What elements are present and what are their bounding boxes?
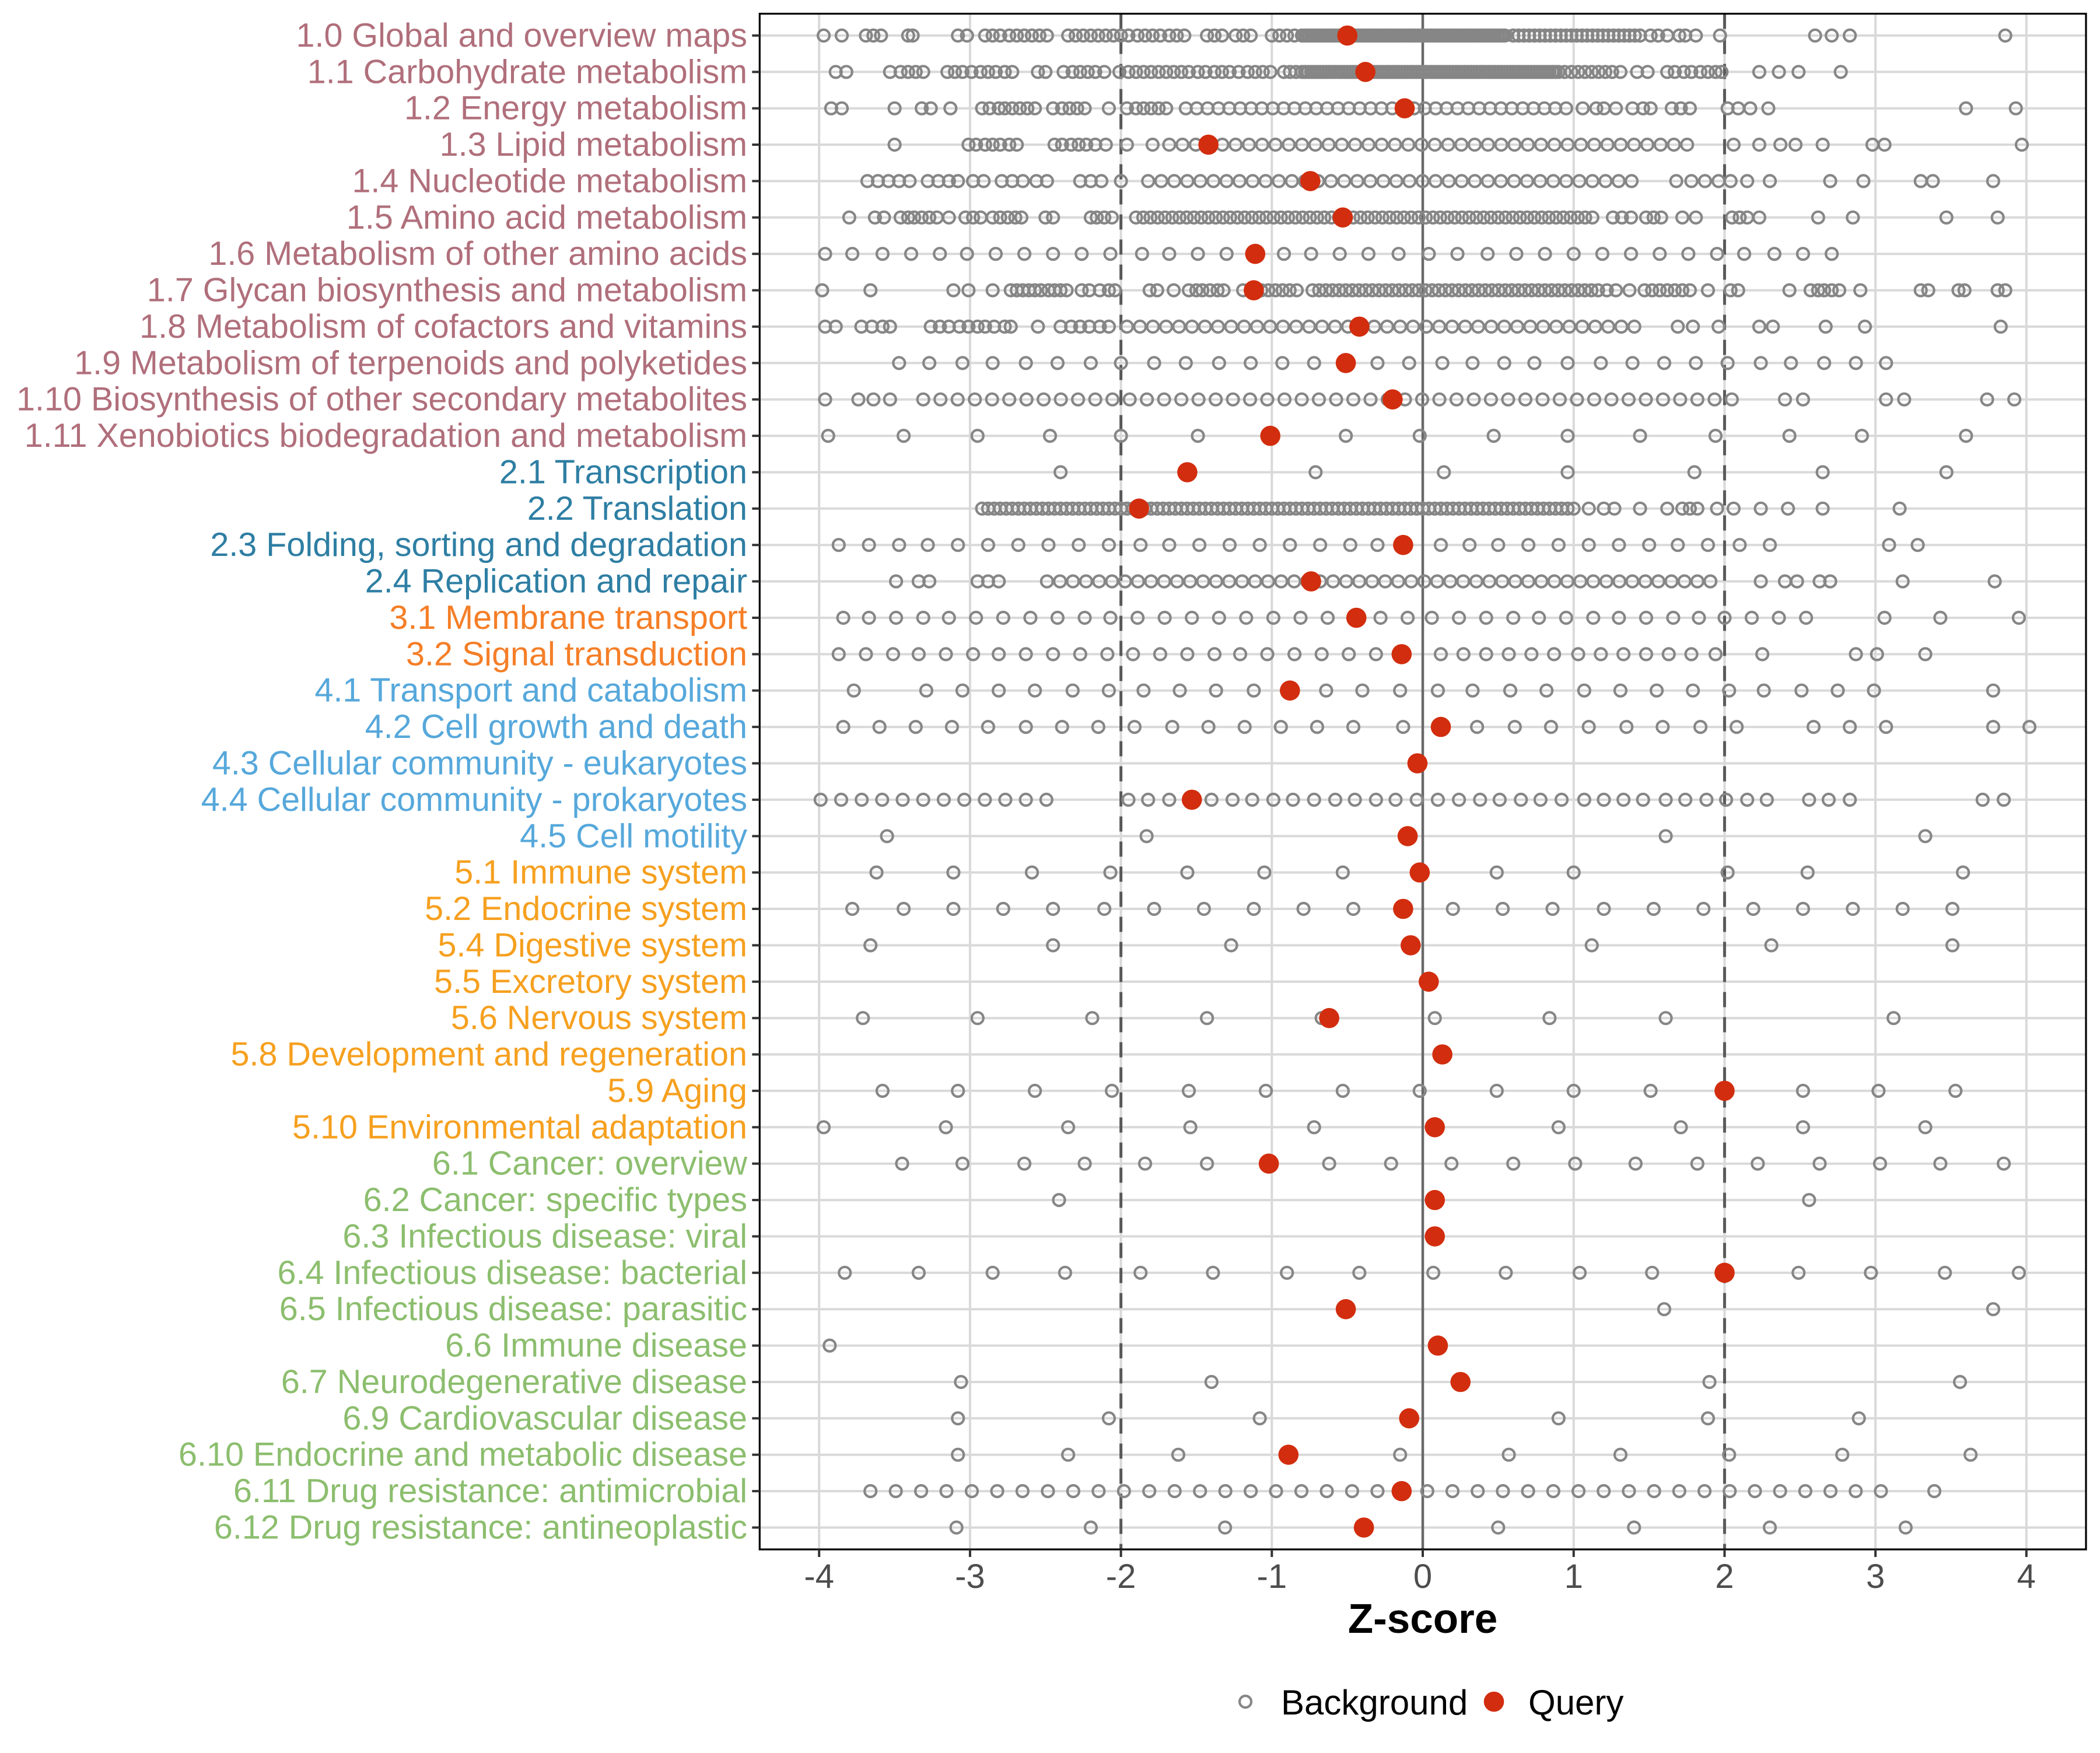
svg-text:6.1 Cancer: overview: 6.1 Cancer: overview: [432, 1145, 748, 1182]
svg-text:6.5 Infectious disease: parasi: 6.5 Infectious disease: parasitic: [279, 1290, 747, 1328]
svg-text:5.5 Excretory system: 5.5 Excretory system: [434, 963, 747, 1000]
svg-text:6.12 Drug resistance: antineop: 6.12 Drug resistance: antineoplastic: [214, 1509, 747, 1546]
svg-text:4: 4: [2017, 1558, 2036, 1595]
svg-text:6.6 Immune disease: 6.6 Immune disease: [445, 1327, 747, 1364]
svg-text:3.1 Membrane transport: 3.1 Membrane transport: [389, 599, 747, 636]
svg-text:6.3 Infectious disease: viral: 6.3 Infectious disease: viral: [342, 1217, 747, 1255]
svg-text:Query: Query: [1528, 1683, 1623, 1722]
svg-text:4.5 Cell motility: 4.5 Cell motility: [520, 817, 747, 855]
svg-text:1.10 Biosynthesis of other sec: 1.10 Biosynthesis of other secondary met…: [16, 381, 747, 418]
svg-text:-3: -3: [955, 1558, 985, 1595]
svg-text:6.2 Cancer: specific types: 6.2 Cancer: specific types: [363, 1181, 747, 1219]
svg-text:3: 3: [1866, 1558, 1885, 1595]
svg-text:1.3 Lipid metabolism: 1.3 Lipid metabolism: [440, 126, 747, 163]
svg-text:5.8 Development and regenerati: 5.8 Development and regeneration: [231, 1036, 747, 1073]
svg-text:1.1 Carbohydrate metabolism: 1.1 Carbohydrate metabolism: [307, 53, 747, 90]
svg-text:4.1 Transport and catabolism: 4.1 Transport and catabolism: [314, 672, 747, 709]
svg-text:5.1 Immune system: 5.1 Immune system: [454, 854, 747, 891]
svg-text:5.2 Endocrine system: 5.2 Endocrine system: [425, 890, 747, 928]
svg-text:2: 2: [1715, 1558, 1734, 1595]
svg-text:-1: -1: [1257, 1558, 1287, 1595]
svg-text:1.7 Glycan biosynthesis and me: 1.7 Glycan biosynthesis and metabolism: [147, 272, 747, 309]
svg-text:4.2 Cell growth and death: 4.2 Cell growth and death: [365, 708, 747, 746]
svg-text:3.2 Signal transduction: 3.2 Signal transduction: [406, 635, 747, 673]
svg-text:0: 0: [1413, 1558, 1432, 1595]
svg-text:6.11 Drug resistance: antimicr: 6.11 Drug resistance: antimicrobial: [233, 1472, 747, 1510]
svg-text:4.4 Cellular community - proka: 4.4 Cellular community - prokaryotes: [201, 781, 747, 818]
svg-text:1.5 Amino acid metabolism: 1.5 Amino acid metabolism: [346, 199, 747, 236]
svg-text:6.7 Neurodegenerative disease: 6.7 Neurodegenerative disease: [281, 1363, 747, 1401]
svg-text:2.1 Transcription: 2.1 Transcription: [499, 454, 747, 491]
svg-text:6.9 Cardiovascular disease: 6.9 Cardiovascular disease: [342, 1399, 747, 1437]
svg-text:1: 1: [1564, 1558, 1583, 1595]
svg-text:4.3 Cellular community - eukar: 4.3 Cellular community - eukaryotes: [212, 745, 747, 782]
svg-text:-2: -2: [1106, 1558, 1136, 1595]
svg-text:2.3 Folding, sorting and degra: 2.3 Folding, sorting and degradation: [210, 526, 747, 564]
svg-text:2.4 Replication and repair: 2.4 Replication and repair: [365, 563, 747, 600]
svg-text:Z-score: Z-score: [1348, 1596, 1497, 1642]
svg-text:1.4 Nucleotide metabolism: 1.4 Nucleotide metabolism: [352, 162, 747, 200]
svg-text:5.10 Environmental adaptation: 5.10 Environmental adaptation: [292, 1108, 747, 1146]
svg-text:-4: -4: [804, 1558, 834, 1595]
svg-text:1.8 Metabolism of cofactors an: 1.8 Metabolism of cofactors and vitamins: [139, 308, 747, 345]
svg-text:5.6 Nervous system: 5.6 Nervous system: [451, 999, 747, 1037]
svg-text:1.0 Global and overview maps: 1.0 Global and overview maps: [296, 17, 747, 54]
svg-text:6.10 Endocrine and metabolic d: 6.10 Endocrine and metabolic disease: [178, 1436, 747, 1474]
svg-text:1.9 Metabolism of terpenoids a: 1.9 Metabolism of terpenoids and polyket…: [74, 344, 747, 382]
svg-text:6.4 Infectious disease: bacter: 6.4 Infectious disease: bacterial: [278, 1254, 747, 1292]
svg-text:1.11 Xenobiotics biodegradatio: 1.11 Xenobiotics biodegradation and meta…: [24, 417, 747, 454]
svg-text:1.6 Metabolism of other amino: 1.6 Metabolism of other amino acids: [208, 235, 747, 272]
svg-text:1.2 Energy metabolism: 1.2 Energy metabolism: [404, 90, 747, 127]
svg-text:Background: Background: [1281, 1683, 1468, 1722]
svg-text:5.4 Digestive system: 5.4 Digestive system: [438, 926, 747, 964]
svg-text:5.9 Aging: 5.9 Aging: [607, 1072, 747, 1110]
svg-text:2.2 Translation: 2.2 Translation: [527, 490, 747, 527]
